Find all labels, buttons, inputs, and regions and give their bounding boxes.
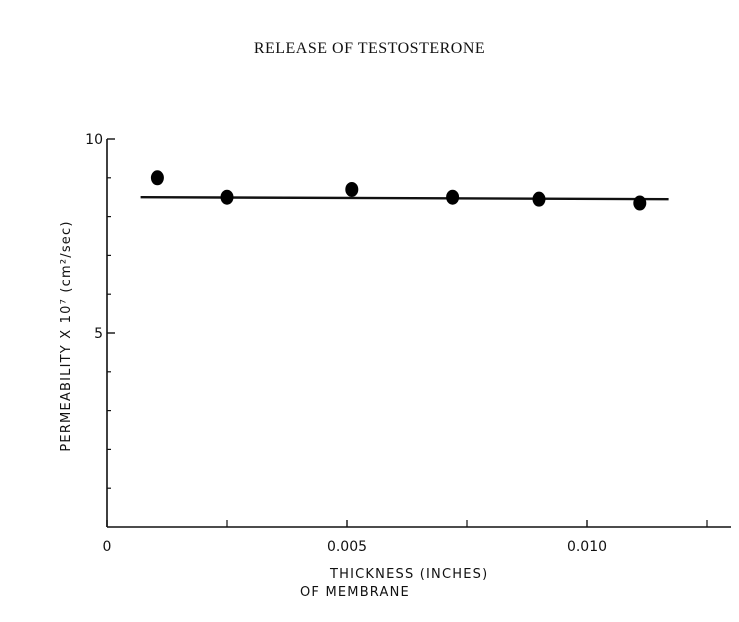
x-tick-label: 0 xyxy=(103,539,112,555)
fit-line xyxy=(140,196,669,201)
data-point xyxy=(345,181,359,197)
data-point xyxy=(532,191,546,207)
fit-line-group xyxy=(140,196,669,201)
chart-ticks: 5 10 0 0.005 0.010 xyxy=(85,132,708,555)
x-axis-label-line2: OF MEMBRANE xyxy=(300,585,410,600)
y-axis-label: PERMEABILITY X 10⁷ (cm²/sec) xyxy=(59,220,74,451)
y-tick-label: 10 xyxy=(85,132,103,148)
data-point xyxy=(633,195,647,211)
x-tick-label: 0.010 xyxy=(567,539,607,555)
x-axis-label-line1: THICKNESS (INCHES) xyxy=(329,567,488,582)
data-points xyxy=(150,170,647,211)
data-point xyxy=(150,170,164,186)
data-point xyxy=(446,189,460,205)
x-tick-label: 0.005 xyxy=(327,539,367,555)
page-title: RELEASE OF TESTOSTERONE xyxy=(253,40,486,57)
y-tick-label: 5 xyxy=(94,326,103,342)
data-point xyxy=(220,189,234,205)
